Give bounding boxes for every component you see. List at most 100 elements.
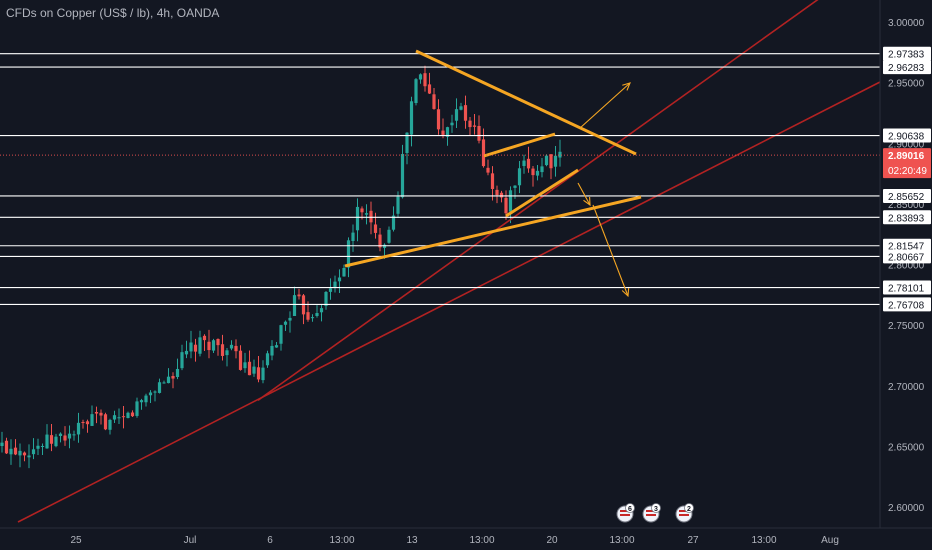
candle-body [387, 229, 391, 243]
candle-body [148, 392, 153, 396]
breakdown-arrow-long [592, 204, 629, 297]
candle-body [558, 151, 562, 158]
level-label-1: 2.96283 [888, 63, 925, 74]
y-tick-2: 2.90000 [888, 139, 925, 150]
candle-body [540, 166, 544, 173]
candle-body [202, 335, 207, 341]
event-badge-count-bg-2 [684, 503, 694, 513]
candle-body [427, 84, 432, 94]
x-tick-9: 13:00 [751, 535, 776, 546]
candle-body [40, 445, 45, 447]
candle-body [67, 433, 72, 439]
candle-body [22, 452, 27, 456]
candle-body [378, 234, 382, 248]
candle-body [207, 341, 211, 351]
candle-body [184, 350, 189, 355]
candle-body [549, 154, 553, 169]
x-tick-6: 20 [546, 535, 558, 546]
candle-body [180, 352, 184, 369]
level-label-box-7 [883, 280, 931, 295]
candle-body [508, 190, 513, 212]
level-label-2: 2.90638 [888, 132, 925, 143]
candle-body [81, 422, 85, 424]
candle-body [522, 160, 526, 167]
x-tick-4: 13 [406, 535, 418, 546]
candle-body [504, 197, 508, 214]
breakout-arrow-up [579, 82, 631, 129]
candle-body [495, 189, 499, 196]
candle-body [99, 412, 103, 416]
candle-body [409, 101, 414, 135]
candle-body [261, 367, 265, 381]
candle-body [220, 344, 225, 356]
level-label-box-6 [883, 249, 931, 264]
y-tick-7: 2.65000 [888, 442, 925, 453]
candle-body [189, 342, 193, 352]
candle-body [85, 421, 90, 425]
breakdown-arrow-long-head [621, 287, 630, 298]
candle-body [405, 132, 409, 153]
y-tick-3: 2.85000 [888, 200, 925, 211]
event-badge-count-bg-0 [625, 503, 635, 513]
x-tick-5: 13:00 [469, 535, 494, 546]
breakdown-arrow-short [577, 182, 591, 206]
candle-body [54, 436, 58, 447]
candle-body [418, 74, 423, 80]
candle-body [49, 435, 54, 444]
candle-body [270, 345, 274, 356]
event-badge-count-bg-1 [651, 503, 661, 513]
candle-body [553, 155, 558, 167]
level-label-3: 2.85652 [888, 192, 925, 203]
candle-body [526, 158, 531, 169]
candle-body [490, 173, 495, 189]
candle-body [364, 213, 369, 215]
candle-body [468, 120, 472, 128]
candle-body [252, 366, 256, 374]
event-badge-flag-stripe2-0 [620, 514, 630, 516]
breakout-arrow-up-head [622, 82, 631, 91]
current-price-badge [883, 148, 931, 179]
candle-body [171, 376, 175, 379]
candle-body [108, 419, 112, 430]
price-axis [880, 0, 932, 550]
flag-upper-line [483, 132, 556, 158]
candle-body [27, 455, 31, 458]
candle-body [288, 317, 292, 321]
level-label-4: 2.83893 [888, 213, 925, 224]
y-tick-1: 2.95000 [888, 79, 925, 90]
candle-body [63, 435, 67, 441]
candle-body [157, 382, 162, 393]
level-label-box-1 [883, 60, 931, 75]
candle-body [544, 155, 549, 166]
level-label-6: 2.80667 [888, 252, 925, 263]
candle-body [72, 434, 76, 436]
candle-body [256, 367, 261, 380]
candle-body [166, 376, 171, 384]
candle-body [400, 154, 405, 198]
candle-body [432, 94, 436, 109]
level-label-box-5 [883, 238, 931, 253]
x-tick-8: 27 [687, 535, 699, 546]
candle-body [117, 417, 121, 419]
level-label-box-2 [883, 128, 931, 143]
chart-title: CFDs on Copper (US$ / lb), 4h, OANDA [6, 6, 220, 20]
candle-body [441, 130, 445, 135]
level-label-5: 2.81547 [888, 242, 925, 253]
candle-body [324, 291, 328, 306]
event-badge-flag-stripe2-2 [679, 514, 689, 516]
candle-body [279, 325, 283, 344]
candle-body [454, 109, 459, 121]
countdown-label: 02:20:49 [888, 166, 927, 177]
candle-body [355, 206, 360, 231]
candle-body [216, 338, 220, 346]
y-tick-6: 2.70000 [888, 382, 925, 393]
event-badge-count-2: 2 [687, 506, 691, 513]
candle-body [58, 433, 63, 436]
level-label-box-8 [883, 297, 931, 312]
candle-body [45, 434, 49, 449]
pattern-lower-line [344, 195, 642, 268]
candle-body [369, 210, 373, 223]
